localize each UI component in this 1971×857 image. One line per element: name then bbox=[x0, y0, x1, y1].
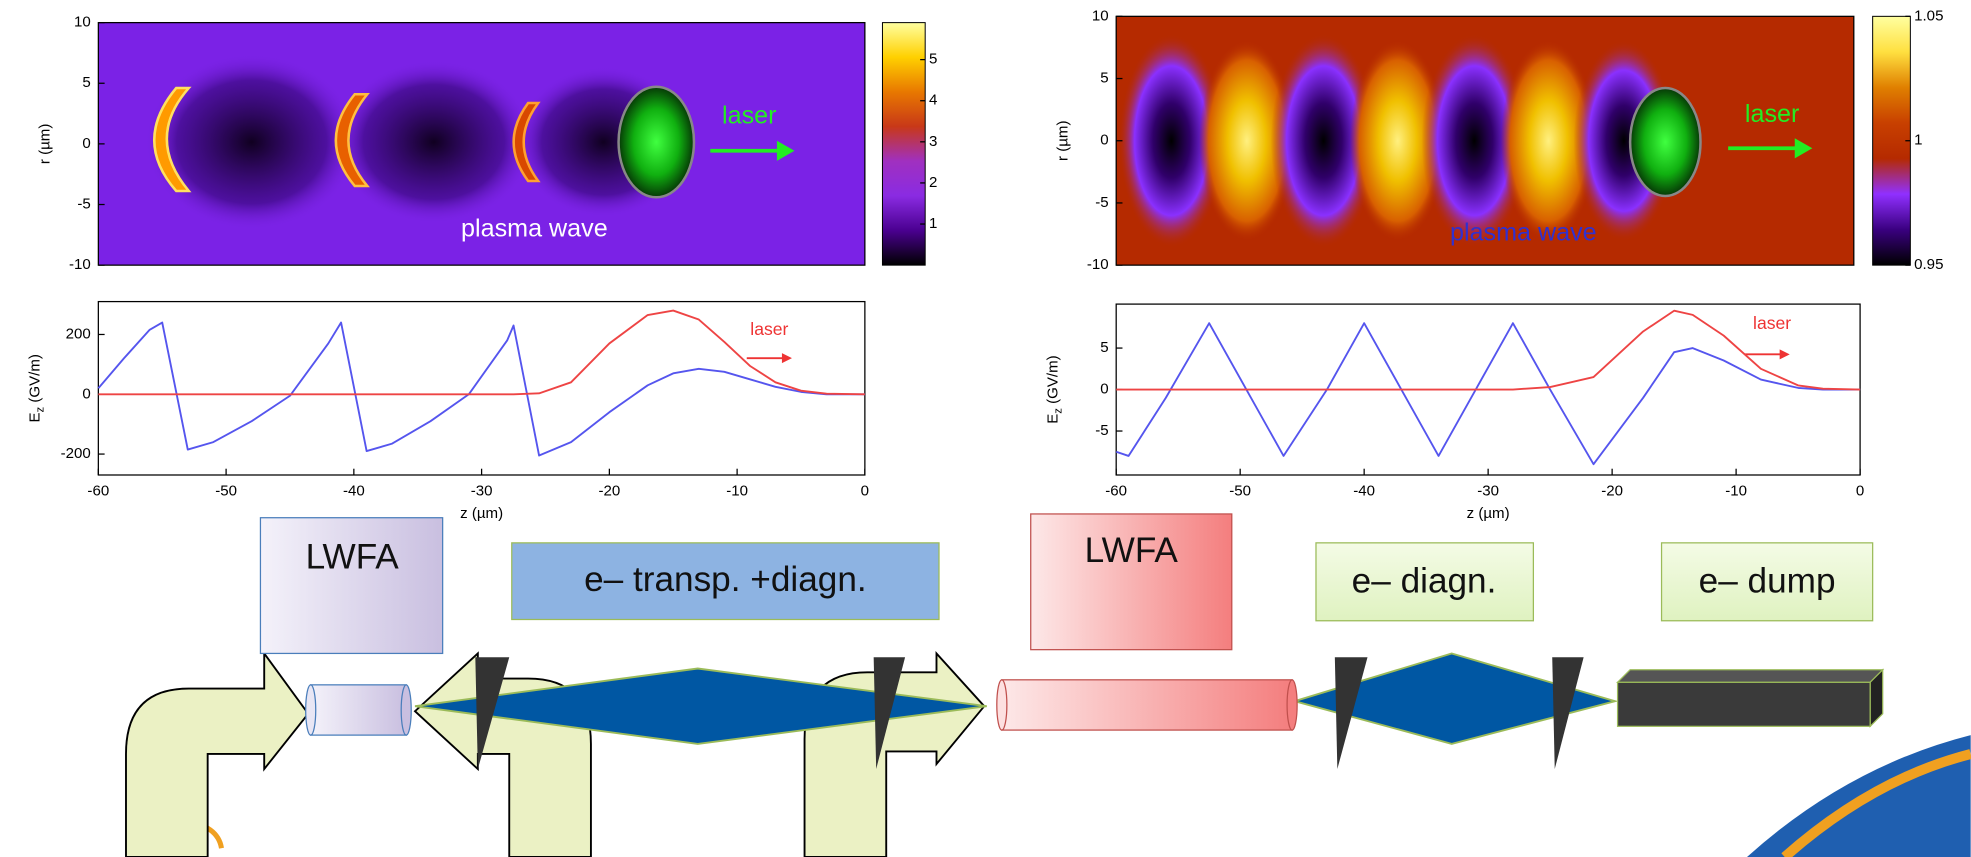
x-tick-label: -30 bbox=[471, 482, 493, 499]
x-tick-label: -20 bbox=[1601, 482, 1623, 499]
annotation: laser bbox=[750, 319, 788, 339]
dump bbox=[1618, 670, 1883, 683]
box-label: LWFA bbox=[1085, 531, 1179, 570]
arrow bbox=[415, 653, 591, 857]
y-tick-label: -10 bbox=[69, 256, 91, 273]
colorbar-tick-label: 4 bbox=[929, 92, 937, 109]
y-tick-label: 0 bbox=[82, 385, 90, 402]
annotation: laser bbox=[722, 102, 776, 130]
y-axis-label-part: (GV/m) bbox=[26, 354, 43, 407]
y-axis-label: r (µm) bbox=[37, 124, 54, 164]
y-axis-label: r (µm) bbox=[1054, 121, 1071, 161]
y-tick-label: -200 bbox=[61, 445, 91, 462]
colorbar bbox=[1873, 16, 1911, 265]
x-tick-label: -10 bbox=[1725, 482, 1747, 499]
x-tick-label: -60 bbox=[1105, 482, 1127, 499]
y-tick-label: 5 bbox=[82, 74, 90, 91]
y-tick-label: 5 bbox=[1100, 339, 1108, 356]
annotation-arrow bbox=[782, 353, 792, 363]
y-tick-label: -10 bbox=[1087, 256, 1109, 273]
cylinder bbox=[306, 685, 316, 735]
colorbar-tick-label: 1 bbox=[1914, 132, 1922, 149]
colorbar-tick-label: 1 bbox=[929, 215, 937, 232]
colorbar-tick-label: 1.05 bbox=[1914, 7, 1943, 24]
box-label: e– dump bbox=[1699, 561, 1836, 600]
y-tick-label: 200 bbox=[66, 325, 91, 342]
y-tick-label: -5 bbox=[1095, 194, 1108, 211]
x-tick-label: 0 bbox=[1856, 482, 1864, 499]
y-axis-label-part: E bbox=[26, 412, 43, 422]
screen bbox=[1552, 657, 1583, 769]
box-label: e– diagn. bbox=[1352, 561, 1497, 600]
y-tick-label: 0 bbox=[1100, 132, 1108, 149]
annotation: plasma wave bbox=[461, 215, 608, 243]
colorbar-tick-label: 3 bbox=[929, 133, 937, 150]
x-tick-label: -40 bbox=[343, 482, 365, 499]
y-tick-label: 5 bbox=[1100, 70, 1108, 87]
line-series bbox=[1116, 323, 1860, 464]
x-tick-label: -50 bbox=[215, 482, 237, 499]
cylinder bbox=[997, 680, 1007, 730]
diagram: LWFA e– transp. +diagn. LWFA e– diagn. e… bbox=[126, 514, 1971, 857]
box-label: LWFA bbox=[306, 537, 400, 576]
y-axis-label-sub: z bbox=[1052, 408, 1064, 414]
arrow bbox=[126, 653, 308, 857]
y-axis-label-part: E bbox=[1044, 414, 1061, 424]
x-tick-label: -60 bbox=[87, 482, 109, 499]
colorbar-tick-label: 0.95 bbox=[1914, 256, 1943, 273]
box-label: e– transp. +diagn. bbox=[584, 560, 867, 599]
annotation: plasma wave bbox=[1450, 218, 1597, 246]
y-axis-label: Ez (GV/m) bbox=[1044, 355, 1064, 423]
cylinder bbox=[401, 685, 411, 735]
cylinder bbox=[1002, 680, 1292, 730]
annotation-arrow bbox=[1780, 349, 1790, 359]
y-tick-label: -5 bbox=[1095, 422, 1108, 439]
x-tick-label: -50 bbox=[1229, 482, 1251, 499]
y-tick-label: 10 bbox=[1092, 7, 1109, 24]
y-tick-label: 0 bbox=[82, 135, 90, 152]
x-tick-label: 0 bbox=[861, 482, 869, 499]
y-tick-label: 0 bbox=[1100, 381, 1108, 398]
annotation: laser bbox=[1745, 100, 1799, 128]
cylinder bbox=[1287, 680, 1297, 730]
y-axis-label-sub: z bbox=[35, 406, 47, 412]
x-tick-label: -20 bbox=[598, 482, 620, 499]
x-axis-label: z (µm) bbox=[1467, 505, 1510, 522]
colorbar-tick-label: 2 bbox=[929, 174, 937, 191]
y-axis-label: Ez (GV/m) bbox=[26, 354, 46, 422]
x-tick-label: -10 bbox=[726, 482, 748, 499]
colorbar-tick-label: 5 bbox=[929, 51, 937, 68]
y-axis-label-part: (GV/m) bbox=[1044, 355, 1061, 408]
slide: laser plasma wave laser plasma wave lase… bbox=[0, 0, 1971, 857]
x-tick-label: -30 bbox=[1477, 482, 1499, 499]
x-axis-label: z (µm) bbox=[460, 505, 503, 522]
colorbar bbox=[882, 23, 925, 266]
cylinder bbox=[311, 685, 407, 735]
line-series bbox=[98, 323, 865, 456]
y-tick-label: 10 bbox=[74, 14, 91, 31]
y-tick-label: -5 bbox=[77, 195, 90, 212]
dump bbox=[1618, 682, 1871, 726]
line-series bbox=[1116, 311, 1860, 390]
x-tick-label: -40 bbox=[1353, 482, 1375, 499]
annotation: laser bbox=[1753, 313, 1791, 333]
